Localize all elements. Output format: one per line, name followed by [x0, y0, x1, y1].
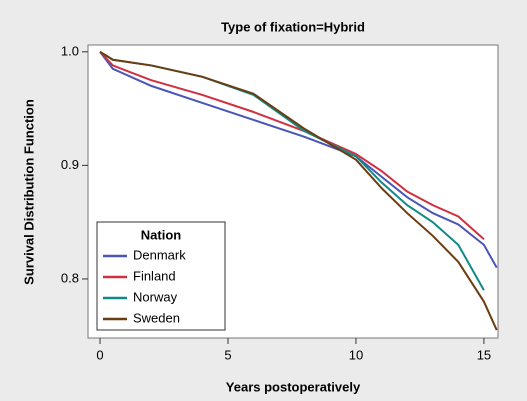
x-axis-label: Years postoperatively [226, 379, 361, 394]
x-tick-label: 15 [477, 347, 491, 362]
chart-title: Type of fixation=Hybrid [221, 19, 365, 34]
legend-label: Norway [133, 289, 178, 304]
survival-curve [99, 51, 485, 240]
x-tick-label: 0 [96, 347, 103, 362]
y-axis-label: Survival Distribution Function [21, 99, 36, 285]
x-tick-label: 5 [224, 347, 231, 362]
survival-curve [99, 50, 498, 331]
legend-label: Finland [133, 268, 176, 283]
legend-title: Nation [141, 227, 182, 242]
legend-label: Sweden [133, 310, 180, 325]
x-tick-label: 10 [349, 347, 363, 362]
y-tick-label: 0.9 [61, 157, 79, 172]
legend-label: Denmark [133, 247, 186, 262]
y-tick-label: 0.8 [61, 270, 79, 285]
y-tick-label: 1.0 [61, 43, 79, 58]
